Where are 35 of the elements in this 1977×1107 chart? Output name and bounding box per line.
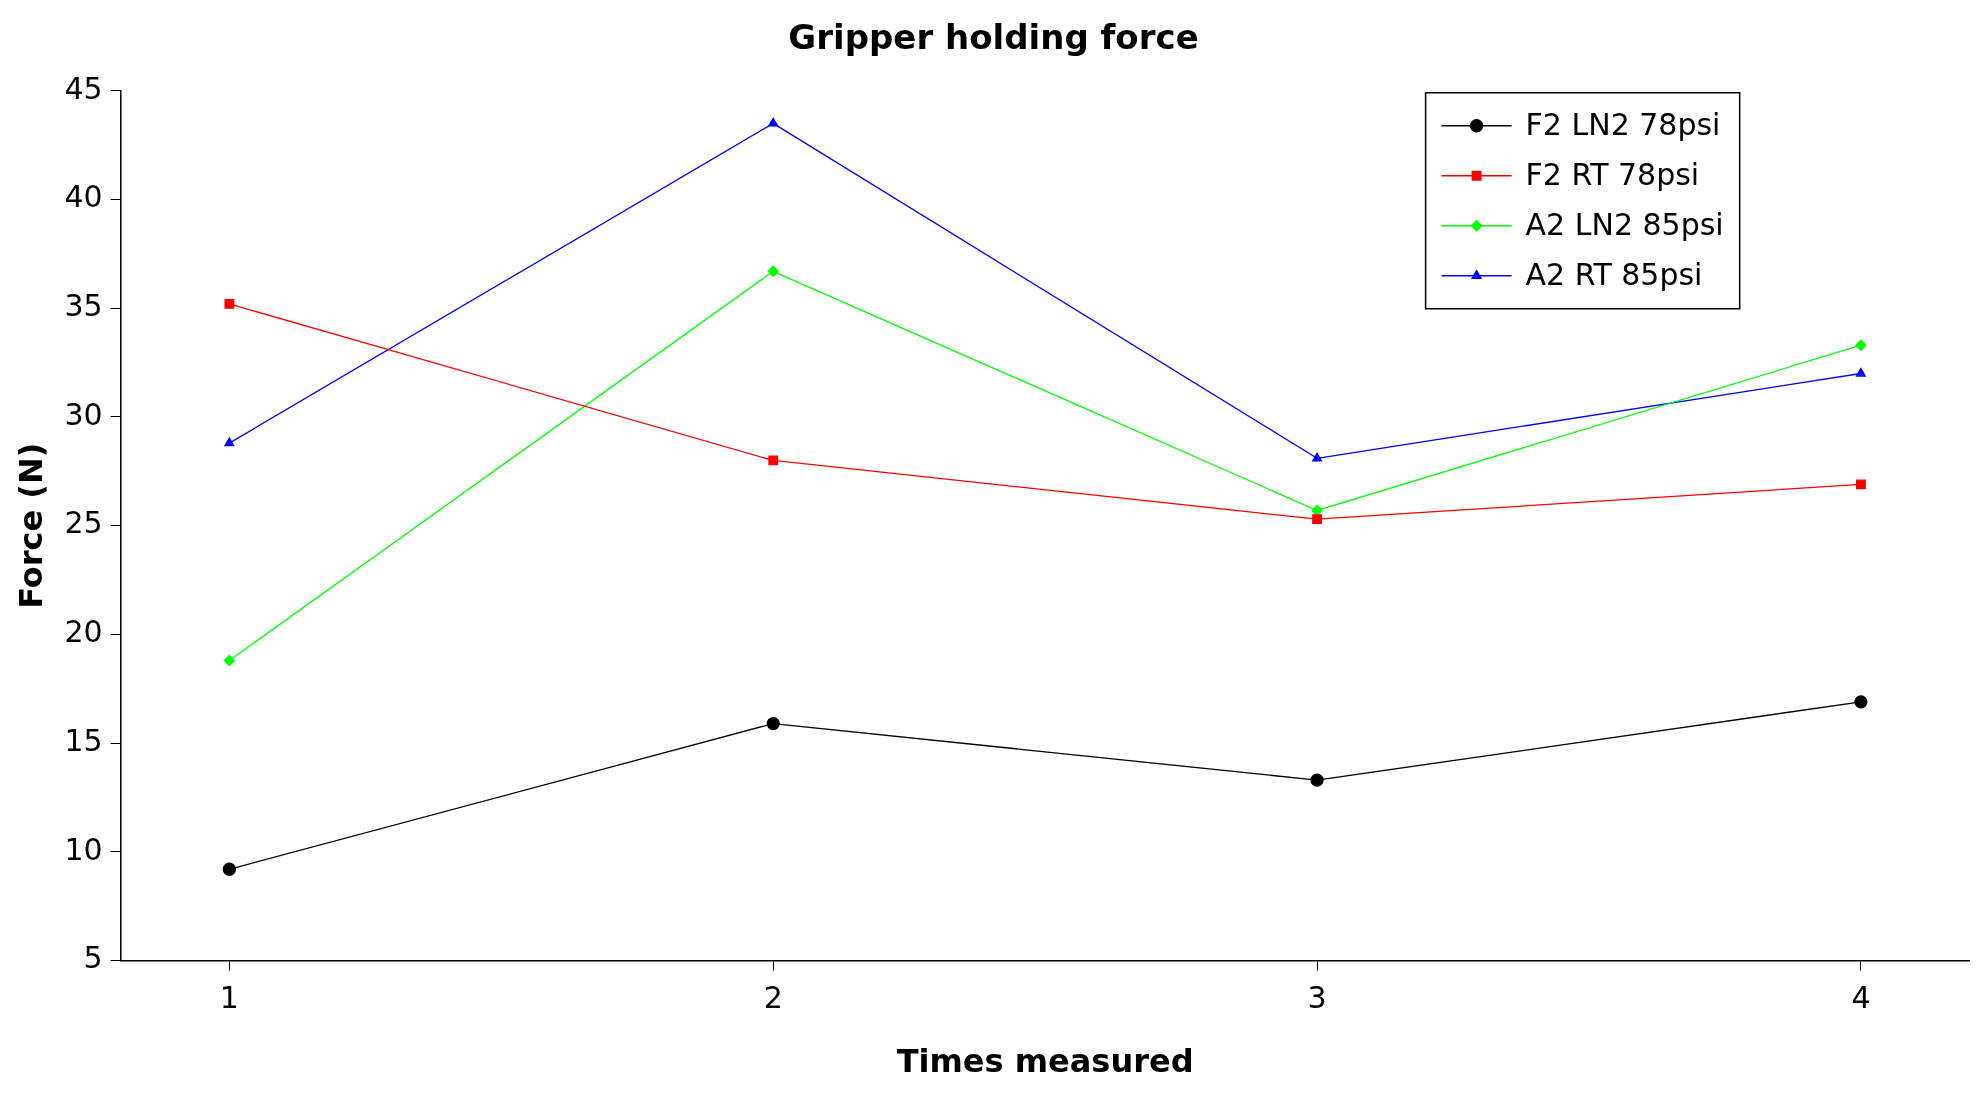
y-tick-label: 40	[64, 179, 103, 215]
y-tick-label: 15	[64, 722, 103, 758]
legend-label: A2 LN2 85psi	[1525, 206, 1724, 242]
y-axis-title: Force (N)	[11, 442, 50, 609]
point	[768, 117, 779, 127]
point	[1312, 452, 1323, 462]
point	[224, 299, 235, 309]
x-tick-label: 4	[1851, 980, 1871, 1016]
point	[222, 862, 236, 876]
point	[1310, 773, 1324, 787]
y-tick-label: 35	[64, 288, 103, 324]
x-tick-label: 1	[219, 980, 239, 1016]
y-tick-label: 10	[64, 831, 103, 867]
point	[1855, 367, 1866, 377]
chart-title: Gripper holding force	[788, 17, 1199, 58]
y-tick-label: 5	[83, 940, 103, 976]
point	[1312, 514, 1322, 525]
point	[1855, 339, 1867, 351]
legend-label: F2 LN2 78psi	[1525, 106, 1721, 142]
point	[1856, 479, 1866, 490]
legend-label: A2 RT 85psi	[1525, 256, 1703, 292]
point	[768, 455, 779, 466]
point	[767, 265, 779, 277]
y-tick-label: 25	[64, 505, 103, 541]
y-tick-label: 20	[64, 614, 103, 650]
y-tick-label: 45	[64, 70, 103, 106]
x-tick-label: 3	[1307, 980, 1327, 1016]
legend-label: F2 RT 78psi	[1525, 156, 1700, 192]
x-tick-label: 2	[763, 980, 783, 1016]
point	[766, 716, 780, 731]
point	[224, 437, 235, 447]
point	[223, 654, 235, 667]
y-tick-label: 30	[64, 396, 103, 432]
x-axis-title: Times measured	[896, 1042, 1194, 1081]
point	[1854, 695, 1868, 709]
